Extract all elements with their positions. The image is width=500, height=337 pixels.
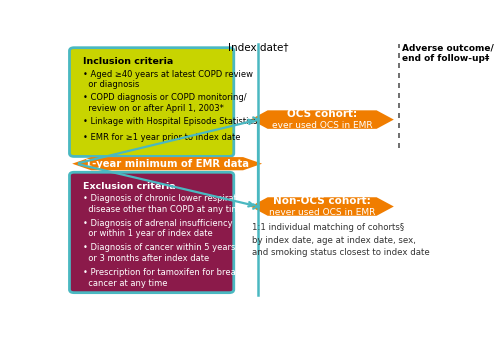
Text: Exclusion criteria: Exclusion criteria <box>82 182 176 191</box>
Text: OCS cohort:: OCS cohort: <box>287 109 357 119</box>
Text: Index date†: Index date† <box>228 42 288 53</box>
Polygon shape <box>250 197 394 216</box>
Text: • EMR for ≥1 year prior to index date: • EMR for ≥1 year prior to index date <box>82 133 240 142</box>
Text: 1-year minimum of EMR data: 1-year minimum of EMR data <box>85 159 249 169</box>
Text: • COPD diagnosis or COPD monitoring/
  review on or after April 1, 2003*: • COPD diagnosis or COPD monitoring/ rev… <box>82 93 246 113</box>
Polygon shape <box>250 110 394 129</box>
Text: • Aged ≥40 years at latest COPD review
  or diagnosis: • Aged ≥40 years at latest COPD review o… <box>82 69 252 89</box>
Text: • Diagnosis of adrenal insufficiency before
  or within 1 year of index date: • Diagnosis of adrenal insufficiency bef… <box>82 219 262 239</box>
Text: • Linkage with Hospital Episode Statistics: • Linkage with Hospital Episode Statisti… <box>82 117 257 126</box>
Polygon shape <box>72 157 262 170</box>
Text: never used OCS in EMR: never used OCS in EMR <box>269 208 376 217</box>
Text: ever used OCS in EMR: ever used OCS in EMR <box>272 121 372 130</box>
Text: Adverse outcome/
end of follow-up‡: Adverse outcome/ end of follow-up‡ <box>402 43 494 63</box>
Text: • Prescription for tamoxifen for breast
  cancer at any time: • Prescription for tamoxifen for breast … <box>82 268 243 288</box>
Text: • Diagnosis of cancer within 5 years before
  or 3 months after index date: • Diagnosis of cancer within 5 years bef… <box>82 243 265 263</box>
Text: 1:1 individual matching of cohorts§
by index date, age at index date, sex,
and s: 1:1 individual matching of cohorts§ by i… <box>252 223 430 257</box>
FancyBboxPatch shape <box>70 172 234 293</box>
Text: Non-OCS cohort:: Non-OCS cohort: <box>273 196 371 206</box>
Text: Inclusion criteria: Inclusion criteria <box>82 57 173 66</box>
Text: • Diagnosis of chronic lower respiratory
  disease other than COPD at any time: • Diagnosis of chronic lower respiratory… <box>82 194 250 214</box>
FancyBboxPatch shape <box>70 48 234 156</box>
